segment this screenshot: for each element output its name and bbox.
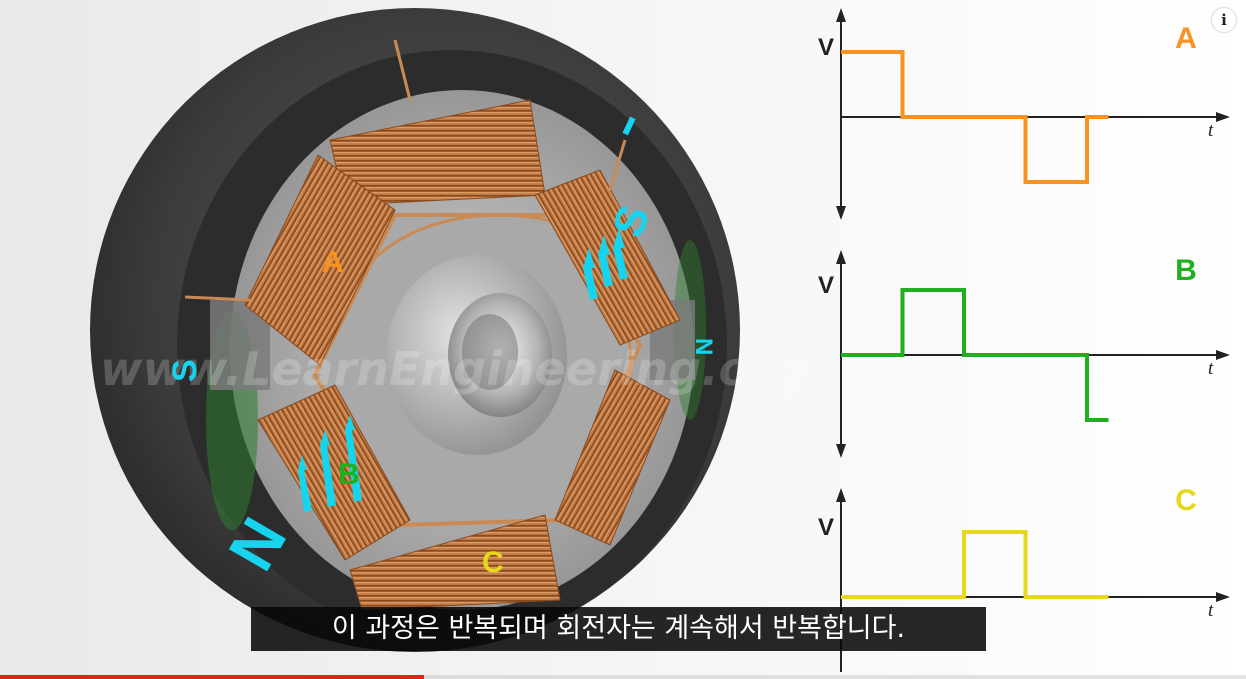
chart-b-ylabel: V: [818, 272, 834, 299]
coil-label-a: A: [322, 246, 344, 279]
arrow-up-1: [583, 248, 598, 300]
pole-label-s-left: S: [166, 359, 204, 382]
current-arrows-lower: [298, 415, 362, 512]
info-button[interactable]: i: [1212, 8, 1236, 32]
chart-b-y-arrow-down: [836, 444, 846, 458]
chart-b: Vt B: [818, 250, 1230, 458]
chart-a-ylabel: V: [818, 34, 834, 61]
chart-a-title: A: [1175, 22, 1197, 55]
chart-a-y-arrow-up: [836, 8, 846, 22]
chart-a-xlabel: t: [1208, 120, 1214, 141]
coil-b: [257, 384, 411, 561]
chart-c-xlabel: t: [1208, 600, 1214, 621]
chart-c-x-arrow: [1216, 592, 1230, 602]
video-subtitle: 이 과정은 반복되며 회전자는 계속해서 반복합니다.: [251, 607, 986, 651]
chart-b-xlabel: t: [1208, 358, 1214, 379]
lead-wire-3: [608, 139, 627, 191]
chart-a-y-arrow-down: [836, 206, 846, 220]
arrow-up-4: [298, 455, 312, 512]
chart-a: Vt A: [818, 8, 1230, 220]
current-arrows-upper: [583, 228, 628, 300]
chart-c-title: C: [1175, 484, 1197, 517]
chart-b-y-arrow-up: [836, 250, 846, 264]
chart-c: Vt C: [818, 484, 1230, 672]
bldc-motor-illustration: www.LearnEngineering.org A B C S N S N: [90, 8, 806, 652]
chart-a-series-line: [841, 50, 1109, 184]
chart-a-x-arrow: [1216, 112, 1230, 122]
chart-b-title: B: [1175, 254, 1197, 287]
video-progress-bar[interactable]: [0, 675, 1246, 679]
arrow-up-6: [345, 415, 362, 502]
arrow-up-2: [598, 235, 613, 287]
pole-label-n-right: N: [690, 338, 717, 355]
rotor-shaft-hole: [462, 314, 518, 390]
lead-wire-1: [393, 39, 412, 101]
coil-lower-right: [554, 369, 671, 546]
pole-tick-mark: [622, 116, 636, 136]
chart-c-ylabel: V: [818, 514, 834, 541]
arrow-up-5: [320, 430, 336, 507]
watermark: www.LearnEngineering.org: [100, 342, 806, 396]
chart-b-x-arrow: [1216, 350, 1230, 360]
lead-wire-2: [184, 295, 251, 302]
phase-voltage-charts: Vt A Vt B Vt C: [818, 8, 1230, 672]
video-progress-fill: [0, 675, 424, 679]
chart-c-series-line: [841, 530, 1109, 599]
chart-b-series-line: [841, 288, 1109, 422]
arrow-up-3: [613, 228, 628, 280]
coil-label-c: C: [482, 546, 504, 579]
coil-label-b: B: [338, 458, 360, 491]
coil-c: [349, 514, 561, 611]
chart-c-y-arrow-up: [836, 488, 846, 502]
coil-a: [244, 154, 396, 366]
